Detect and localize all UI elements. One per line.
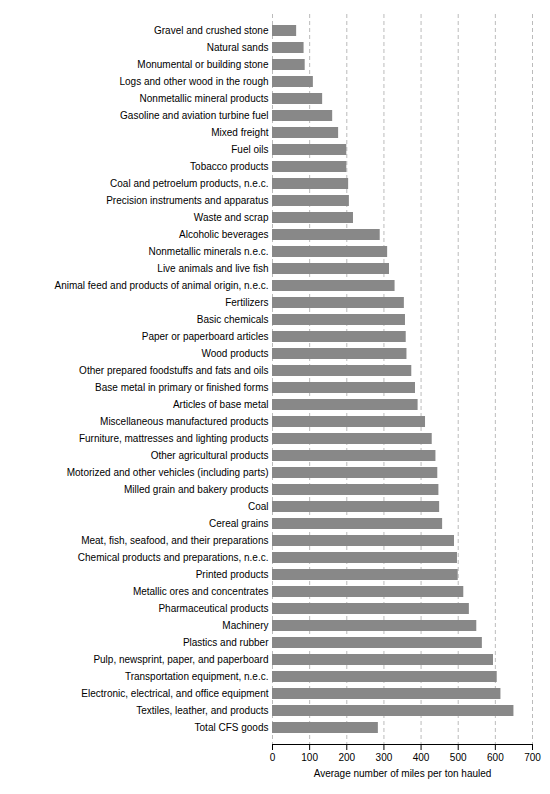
svg-text:Base metal in primary or finis: Base metal in primary or finished forms [95,382,268,393]
svg-text:Transportation equipment, n.e.: Transportation equipment, n.e.c. [125,671,269,682]
svg-text:Printed products: Printed products [196,569,269,580]
svg-text:Wood products: Wood products [201,348,268,359]
svg-text:Alcoholic beverages: Alcoholic beverages [179,229,269,240]
svg-text:Fertilizers: Fertilizers [225,297,268,308]
svg-text:Plastics and rubber: Plastics and rubber [183,637,269,648]
svg-text:Monumental or building stone: Monumental or building stone [137,59,269,70]
svg-text:Average number of miles per to: Average number of miles per ton hauled [314,768,492,779]
svg-text:Other agricultural products: Other agricultural products [151,450,269,461]
svg-text:Animal feed and products of an: Animal feed and products of animal origi… [54,280,268,291]
svg-text:Milled grain and bakery produc: Milled grain and bakery products [124,484,269,495]
svg-text:Mixed freight: Mixed freight [211,127,268,138]
svg-text:Furniture, mattresses and ligh: Furniture, mattresses and lighting produ… [79,433,269,444]
svg-text:Gravel and crushed stone: Gravel and crushed stone [154,25,269,36]
svg-text:200: 200 [338,752,355,763]
svg-text:Coal: Coal [248,501,269,512]
svg-text:300: 300 [376,752,393,763]
svg-text:Fuel oils: Fuel oils [231,144,268,155]
svg-text:100: 100 [301,752,318,763]
svg-text:Pharmaceutical products: Pharmaceutical products [158,603,268,614]
svg-text:Miscellaneous manufactured pro: Miscellaneous manufactured products [100,416,268,427]
svg-text:Nonmetallic mineral products: Nonmetallic mineral products [140,93,269,104]
svg-text:Natural sands: Natural sands [207,42,269,53]
svg-text:Cereal grains: Cereal grains [209,518,268,529]
svg-text:Live animals and live fish: Live animals and live fish [157,263,268,274]
svg-text:Tobacco products: Tobacco products [190,161,268,172]
svg-text:Other prepared foodstuffs and: Other prepared foodstuffs and fats and o… [79,365,268,376]
svg-text:Precision instruments and appa: Precision instruments and apparatus [106,195,268,206]
svg-text:500: 500 [450,752,467,763]
svg-text:Articles of base metal: Articles of base metal [173,399,269,410]
svg-text:Basic chemicals: Basic chemicals [197,314,269,325]
svg-text:Motorized and other vehicles (: Motorized and other vehicles (including … [67,467,269,478]
svg-text:Pulp, newsprint, paper, and pa: Pulp, newsprint, paper, and paperboard [93,654,268,665]
svg-text:Meat, fish, seafood, and their: Meat, fish, seafood, and their preparati… [81,535,268,546]
svg-text:Chemical products and preparat: Chemical products and preparations, n.e.… [78,552,269,563]
svg-text:Electronic, electrical, and of: Electronic, electrical, and office equip… [81,688,268,699]
svg-text:Metallic ores and concentrates: Metallic ores and concentrates [133,586,269,597]
svg-text:Logs and other wood in the rou: Logs and other wood in the rough [120,76,269,87]
svg-text:400: 400 [413,752,430,763]
svg-text:Coal and petroelum products, n: Coal and petroelum products, n.e.c. [110,178,268,189]
svg-text:700: 700 [524,752,541,763]
svg-text:Machinery: Machinery [222,620,268,631]
svg-text:Nonmetallic minerals n.e.c.: Nonmetallic minerals n.e.c. [148,246,268,257]
svg-text:600: 600 [487,752,504,763]
svg-text:0: 0 [270,752,276,763]
svg-text:Total CFS goods: Total CFS goods [195,722,269,733]
svg-text:Paper or paperboard articles: Paper or paperboard articles [142,331,269,342]
svg-text:Gasoline and aviation turbine: Gasoline and aviation turbine fuel [120,110,268,121]
svg-text:Textiles, leather, and product: Textiles, leather, and products [136,705,268,716]
svg-text:Waste and scrap: Waste and scrap [194,212,269,223]
